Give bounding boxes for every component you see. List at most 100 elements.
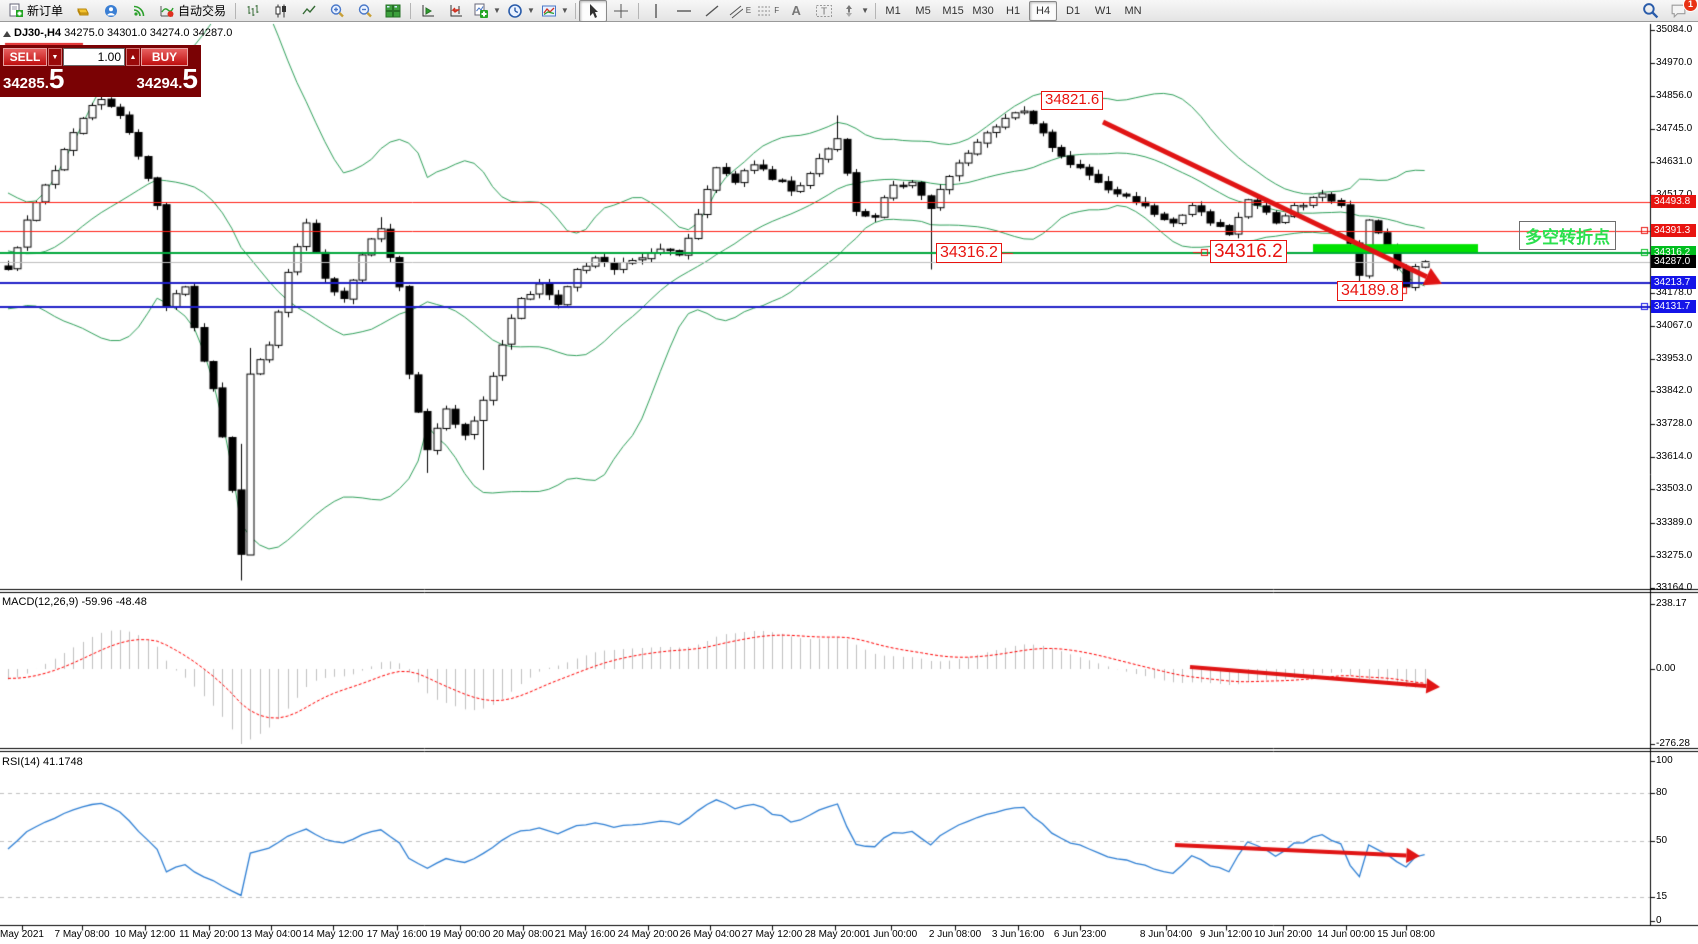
signals-button[interactable] [125, 0, 153, 22]
new-order-button[interactable]: 新订单 [2, 0, 69, 22]
crosshair-icon [613, 3, 628, 18]
periods-dropdown-arrow[interactable]: ▼ [526, 6, 535, 15]
zoom-in-button[interactable] [323, 0, 351, 22]
channel-button[interactable]: E [726, 0, 754, 22]
timeframe-h1[interactable]: H1 [1006, 4, 1021, 17]
annotation-pivot-label[interactable]: 多空转折点 [1519, 221, 1616, 250]
sell-price-big: 5 [48, 63, 65, 94]
timeframe-mn[interactable]: MN [1124, 4, 1142, 17]
timeframe-m5[interactable]: M5 [915, 4, 931, 17]
periods-button[interactable]: ▼ [504, 0, 538, 22]
date-tick-label: 3 Jun 16:00 [991, 929, 1045, 940]
zoom-out-button[interactable] [351, 0, 379, 22]
svg-text:T: T [821, 6, 827, 17]
rsi-tick: 50 [1656, 835, 1668, 846]
toolbar-right: 1 [1636, 0, 1698, 22]
market-button[interactable] [69, 0, 97, 22]
community-button[interactable] [97, 0, 125, 22]
bar-chart-button[interactable] [239, 0, 267, 22]
auto-scroll-button[interactable] [414, 0, 442, 22]
timeframe-m1[interactable]: M1 [885, 4, 901, 17]
date-tick-label: 14 Jun 00:00 [1317, 929, 1375, 940]
candlestick-button[interactable] [267, 0, 295, 22]
buy-price[interactable]: 34294.5 [136, 65, 198, 93]
price-tick: 35084.0 [1656, 24, 1693, 35]
one-click-trade-panel: SELL ▼ ▲ BUY 34285.5 34294.5 [0, 45, 201, 97]
arrows-button[interactable]: ▼ [838, 0, 872, 22]
price-tick: 33614.0 [1656, 451, 1693, 463]
signals-icon [133, 5, 145, 16]
one-click-toggle[interactable] [3, 31, 11, 37]
indicators-add-icon [474, 3, 489, 18]
fibonacci-icon [758, 6, 771, 15]
text-label-button[interactable]: T [810, 0, 838, 22]
tile-windows-button[interactable] [379, 0, 407, 22]
chart-shift-icon [450, 4, 463, 16]
volume-up-button[interactable]: ▲ [126, 48, 140, 66]
annotation-high-price[interactable]: 34821.6 [1041, 91, 1104, 110]
timeframe-h4[interactable]: H4 [1029, 0, 1058, 21]
price-tick: 34745.0 [1656, 122, 1693, 134]
toolbar-separator [574, 2, 576, 19]
gold-box-icon [77, 8, 89, 15]
indicators-add-button[interactable]: ▼ [470, 0, 504, 22]
community-icon [105, 4, 118, 17]
volume-input[interactable] [63, 48, 125, 66]
annotation-level-left[interactable]: 34316.2 [936, 243, 1002, 263]
buy-button[interactable]: BUY [141, 48, 188, 66]
annotation-low-price[interactable]: 34189.8 [1337, 281, 1403, 301]
indicators-dropdown-arrow[interactable]: ▼ [493, 6, 501, 15]
fibonacci-button[interactable]: F [754, 0, 782, 22]
notifications-button[interactable]: 1 [1664, 0, 1698, 22]
tile-windows-icon [385, 4, 401, 17]
macd-tick: 0.00 [1656, 663, 1676, 674]
vertical-line-button[interactable] [642, 0, 670, 22]
buy-price-main: 34294. [136, 75, 183, 92]
toolbar-separator [875, 2, 877, 19]
price-badge: 34213.7 [1651, 275, 1696, 289]
macd-label: MACD(12,26,9) -59.96 -48.48 [2, 596, 147, 608]
date-tick-label: 27 May 12:00 [741, 929, 803, 940]
date-tick-label: 6 Jun 23:00 [1053, 929, 1107, 940]
horizontal-line-button[interactable] [670, 0, 698, 22]
text-button[interactable]: A [782, 0, 810, 22]
templates-dropdown-arrow[interactable]: ▼ [560, 6, 569, 15]
arrows-dropdown-arrow[interactable]: ▼ [861, 6, 870, 15]
templates-button[interactable]: ▼ [538, 0, 572, 22]
cursor-button[interactable] [578, 0, 607, 22]
buy-price-big: 5 [182, 63, 198, 94]
trade-prices: 34285.5 34294.5 [3, 65, 198, 93]
price-tick: 33953.0 [1656, 352, 1693, 364]
annotation-level-right[interactable]: 34316.2 [1210, 240, 1287, 264]
sell-button[interactable]: SELL [3, 48, 47, 66]
timeframe-d1[interactable]: D1 [1066, 4, 1081, 17]
date-tick-label: 8 Jun 04:00 [1139, 929, 1193, 940]
toolbar: 新订单 自动交易 [0, 0, 1698, 22]
volume-down-button[interactable]: ▼ [48, 48, 62, 66]
chart-shift-button[interactable] [442, 0, 470, 22]
date-tick-label: May 2021 [0, 929, 44, 940]
channel-letter: E [745, 6, 752, 15]
line-chart-button[interactable] [295, 0, 323, 22]
timeframe-m15[interactable]: M15 [942, 4, 964, 17]
toolbar-separator [410, 2, 412, 19]
date-tick-label: 19 May 00:00 [429, 929, 491, 940]
text-icon: A [791, 3, 801, 18]
trendline-button[interactable] [698, 0, 726, 22]
crosshair-button[interactable] [607, 0, 635, 22]
timeframe-m30[interactable]: M30 [972, 4, 994, 17]
price-tick: 34631.0 [1656, 155, 1693, 167]
date-tick-label: 11 May 20:00 [179, 929, 239, 940]
sell-price[interactable]: 34285.5 [3, 65, 64, 93]
date-tick-label: 15 Jun 08:00 [1377, 929, 1435, 940]
date-tick-label: 7 May 08:00 [54, 929, 110, 940]
price-tick: 33728.0 [1656, 418, 1693, 430]
price-tick: 34856.0 [1656, 90, 1693, 102]
timeframe-w1[interactable]: W1 [1094, 4, 1112, 17]
autotrading-button[interactable]: 自动交易 [153, 0, 232, 22]
search-button[interactable] [1636, 0, 1664, 22]
search-icon [1642, 3, 1658, 19]
macd-tick: 238.17 [1656, 598, 1687, 610]
